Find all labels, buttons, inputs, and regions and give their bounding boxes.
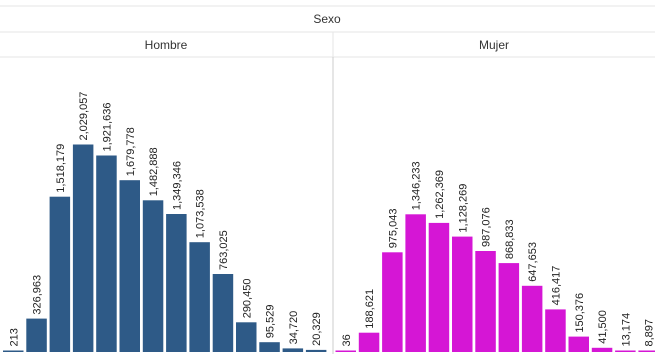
bar-hombre-5 xyxy=(119,180,140,352)
bar-mujer-12 xyxy=(615,350,636,352)
data-label-hombre-5: 1,679,778 xyxy=(125,127,137,176)
bar-hombre-13 xyxy=(305,349,327,352)
bar-mujer-4 xyxy=(428,222,450,352)
data-label-hombre-1: 326,963 xyxy=(32,275,44,315)
data-label-hombre-13: 20,329 xyxy=(311,312,323,346)
data-label-mujer-10: 150,376 xyxy=(574,293,586,333)
data-label-mujer-7: 868,833 xyxy=(504,219,516,259)
bar-hombre-10 xyxy=(236,322,257,352)
data-label-hombre-8: 1,073,538 xyxy=(195,189,207,238)
bar-mujer-6 xyxy=(475,251,496,352)
bar-hombre-4 xyxy=(96,155,117,352)
bar-hombre-0 xyxy=(3,350,24,352)
data-label-mujer-13: 8,897 xyxy=(644,319,655,347)
data-label-hombre-3: 2,029,057 xyxy=(78,92,90,141)
bar-mujer-11 xyxy=(591,347,613,352)
bar-mujer-0 xyxy=(335,350,356,352)
bar-hombre-3 xyxy=(72,144,94,352)
panel-header-hombre: Hombre xyxy=(145,38,188,52)
bar-mujer-10 xyxy=(568,336,589,352)
data-label-hombre-7: 1,349,346 xyxy=(171,161,183,210)
bar-mujer-1 xyxy=(358,332,380,352)
bar-mujer-7 xyxy=(498,263,520,352)
data-label-hombre-12: 34,720 xyxy=(288,311,300,345)
data-label-mujer-2: 975,043 xyxy=(387,209,399,249)
data-label-mujer-6: 987,076 xyxy=(481,207,493,247)
data-label-mujer-11: 41,500 xyxy=(597,310,609,344)
data-label-hombre-4: 1,921,636 xyxy=(102,103,114,152)
data-label-mujer-0: 36 xyxy=(341,334,353,346)
bar-mujer-13 xyxy=(638,350,655,352)
bar-mujer-3 xyxy=(405,214,426,352)
bar-hombre-11 xyxy=(259,342,280,352)
data-label-mujer-1: 188,621 xyxy=(364,289,376,329)
bar-hombre-2 xyxy=(49,196,71,352)
bar-mujer-8 xyxy=(521,285,543,352)
panel-header-mujer: Mujer xyxy=(479,38,509,52)
data-label-mujer-5: 1,128,269 xyxy=(457,184,469,233)
bar-mujer-9 xyxy=(545,309,566,352)
bar-hombre-6 xyxy=(142,200,164,352)
data-label-hombre-11: 95,529 xyxy=(265,305,277,339)
data-label-mujer-12: 13,174 xyxy=(620,313,632,347)
bars-group: 213 326,963 1,518,179 2,029,057 1,921,636 1,6… xyxy=(3,92,655,352)
data-label-hombre-0: 213 xyxy=(8,328,20,346)
bar-mujer-2 xyxy=(382,252,403,352)
data-label-mujer-4: 1,262,369 xyxy=(434,170,446,219)
bar-hombre-9 xyxy=(212,274,234,352)
bar-hombre-1 xyxy=(26,318,47,352)
data-label-hombre-10: 290,450 xyxy=(241,279,253,319)
data-label-hombre-6: 1,482,888 xyxy=(148,147,160,196)
data-label-mujer-8: 647,653 xyxy=(527,242,539,282)
data-label-mujer-9: 416,417 xyxy=(551,266,563,306)
data-label-mujer-3: 1,346,233 xyxy=(411,161,423,210)
bar-hombre-7 xyxy=(166,214,187,352)
bar-hombre-8 xyxy=(189,242,210,352)
bar-hombre-12 xyxy=(282,348,304,352)
data-label-hombre-9: 763,025 xyxy=(218,230,230,270)
data-label-hombre-2: 1,518,179 xyxy=(55,144,67,193)
bar-mujer-5 xyxy=(452,236,473,352)
facet-header-title: Sexo xyxy=(313,12,341,26)
